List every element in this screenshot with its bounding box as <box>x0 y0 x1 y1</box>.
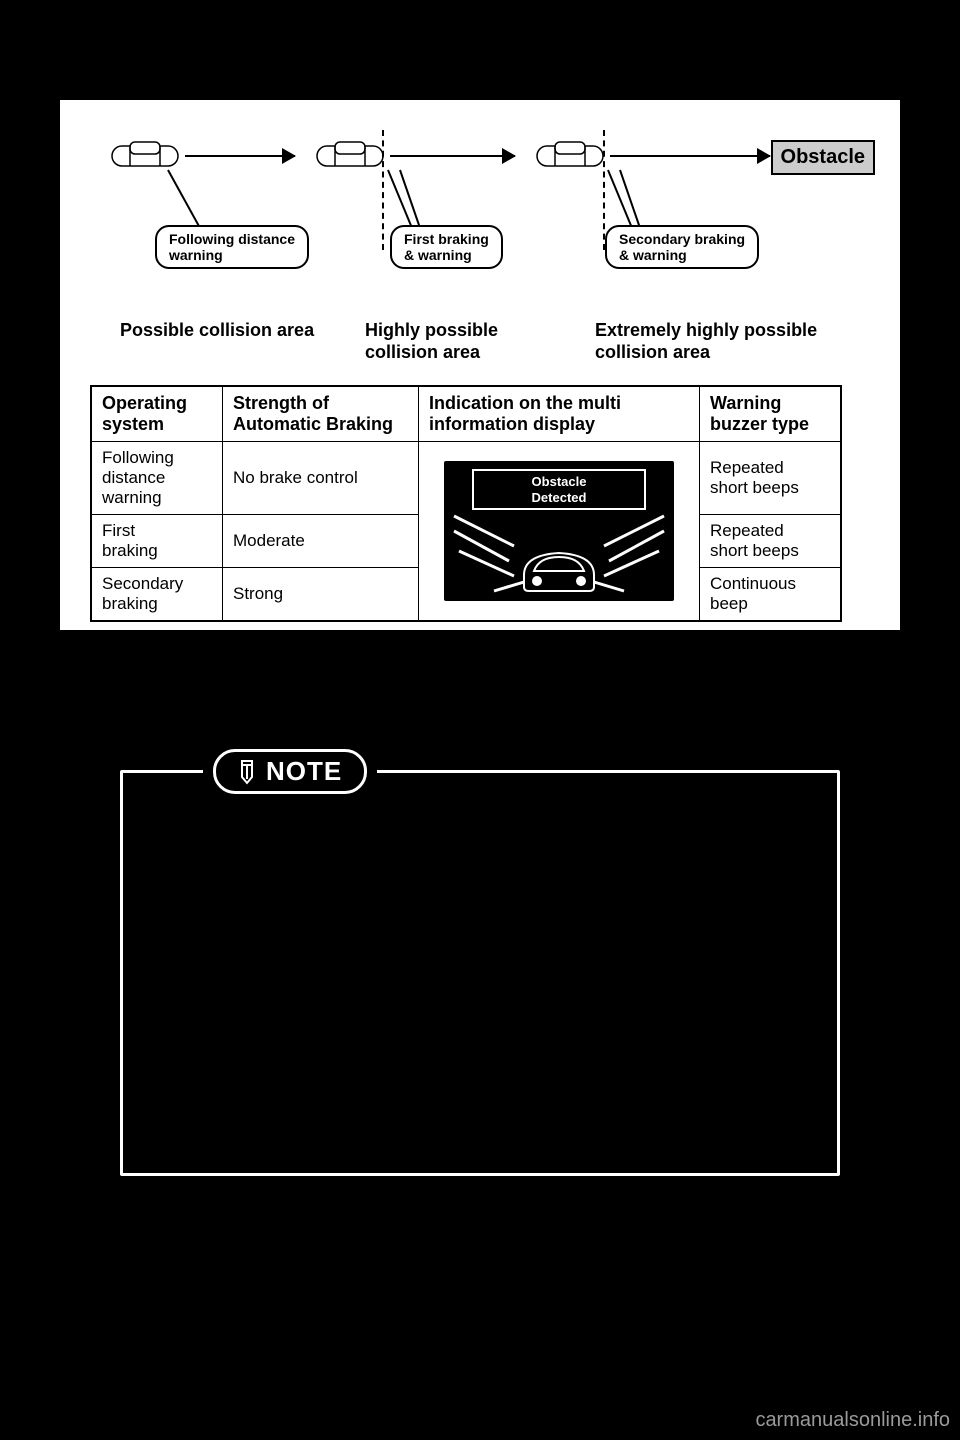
note-text: NOTE <box>266 756 342 787</box>
arrow-1 <box>185 155 295 157</box>
cell-buz-1: Repeated short beeps <box>700 515 842 568</box>
cell-op-2: Secondary braking <box>91 568 223 622</box>
pencil-icon <box>238 759 256 785</box>
cell-str-0: No brake control <box>223 442 419 515</box>
note-pill: NOTE <box>213 749 367 794</box>
area-extremely: Extremely highly possible collision area <box>595 320 817 363</box>
cell-op-1: First braking <box>91 515 223 568</box>
th-buzzer: Warning buzzer type <box>700 386 842 442</box>
table-row: Following distance warning No brake cont… <box>91 442 841 515</box>
obstacle-box: Obstacle <box>771 140 875 175</box>
obstacle-label: Obstacle <box>781 146 865 168</box>
area-possible: Possible collision area <box>120 320 314 342</box>
arrow-3 <box>610 155 770 157</box>
arrow-2 <box>390 155 515 157</box>
th-indication: Indication on the multi information disp… <box>419 386 700 442</box>
cell-op-0: Following distance warning <box>91 442 223 515</box>
note-label-wrap: NOTE <box>203 749 377 794</box>
car-3 <box>535 140 605 172</box>
car-1 <box>110 140 180 172</box>
area-highly: Highly possible collision area <box>365 320 498 363</box>
cell-buz-2: Continuous beep <box>700 568 842 622</box>
area-labels-row: Possible collision area Highly possible … <box>60 232 900 282</box>
cell-str-1: Moderate <box>223 515 419 568</box>
note-box: NOTE <box>120 770 840 1176</box>
display-mock: Obstacle Detected <box>444 461 674 601</box>
cars-row: Obstacle <box>60 140 900 220</box>
cell-buz-0: Repeated short beeps <box>700 442 842 515</box>
cell-str-2: Strong <box>223 568 419 622</box>
car-2 <box>315 140 385 172</box>
cell-indication: Obstacle Detected <box>419 442 700 622</box>
operation-table: Operating system Strength of Automatic B… <box>90 385 842 622</box>
watermark: carmanualsonline.info <box>755 1409 950 1432</box>
th-strength: Strength of Automatic Braking <box>223 386 419 442</box>
th-operating: Operating system <box>91 386 223 442</box>
display-car-icon <box>509 535 609 593</box>
figure-panel: Obstacle Following distance warning Firs… <box>60 100 900 630</box>
